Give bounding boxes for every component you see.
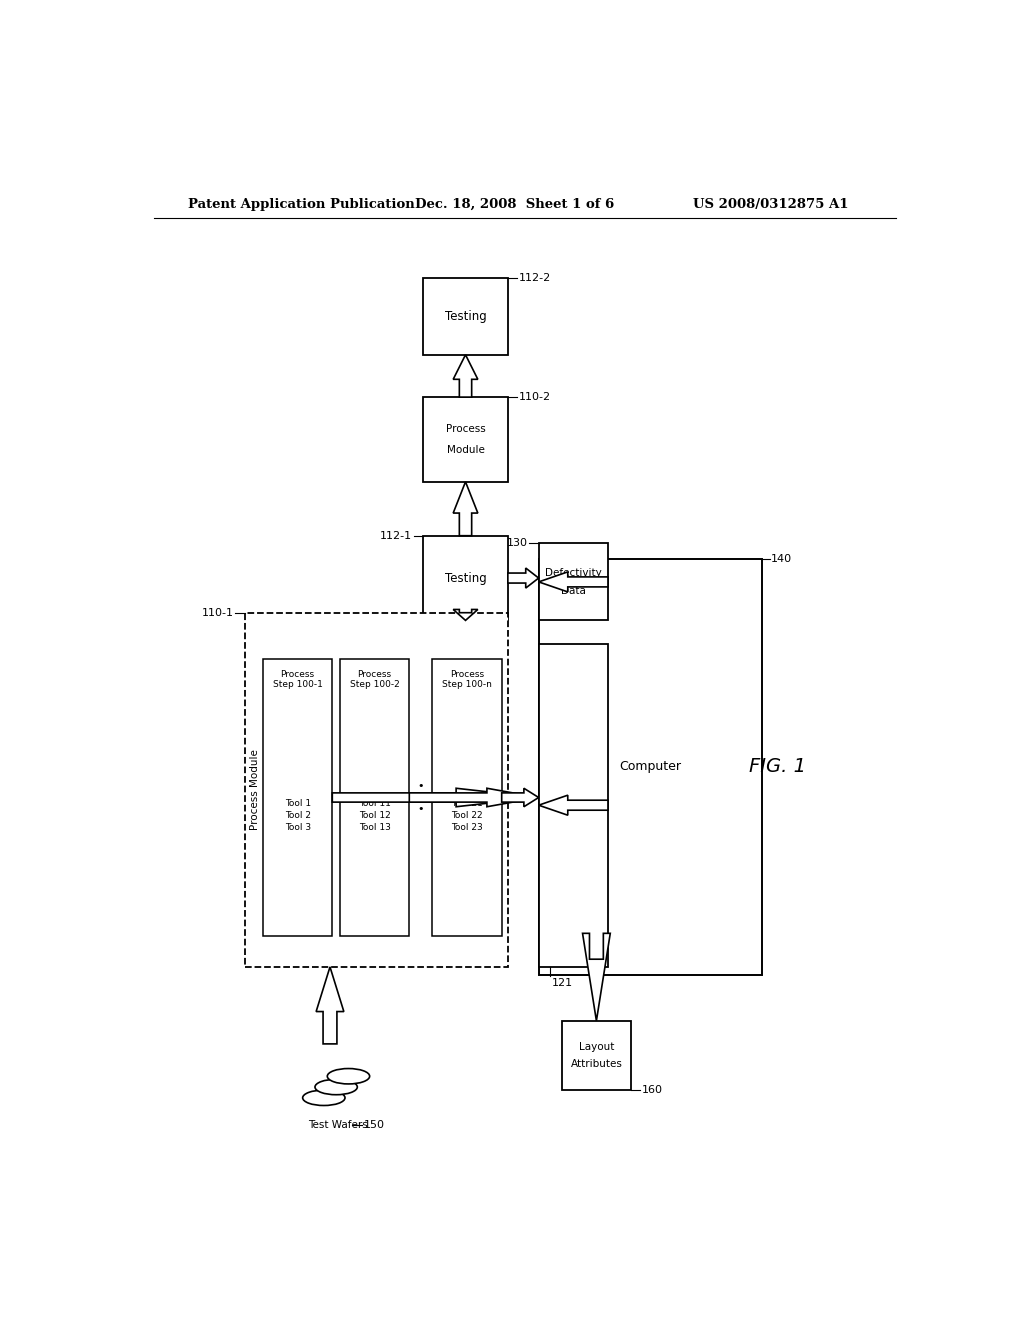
Text: PTD: PTD [561,799,586,812]
Text: Attributes: Attributes [570,1059,623,1069]
Text: Tool 2: Tool 2 [285,810,310,820]
FancyBboxPatch shape [245,612,508,966]
Text: Step 100-2: Step 100-2 [350,680,399,689]
Text: Patent Application Publication: Patent Application Publication [188,198,415,211]
Polygon shape [410,788,539,807]
Text: Process: Process [357,669,392,678]
Text: US 2008/0312875 A1: US 2008/0312875 A1 [692,198,848,211]
Text: 140: 140 [771,554,793,564]
Text: •
•
•: • • • [418,781,424,814]
Text: Testing: Testing [444,572,486,585]
Text: 110-1: 110-1 [202,607,233,618]
Polygon shape [454,610,478,620]
Text: Tool 23: Tool 23 [452,824,483,832]
FancyBboxPatch shape [263,659,333,936]
Polygon shape [333,788,539,807]
FancyBboxPatch shape [539,544,608,620]
Polygon shape [583,933,610,1020]
FancyBboxPatch shape [562,1020,631,1090]
Ellipse shape [315,1080,357,1094]
Text: Computer: Computer [620,760,681,774]
Text: Test Wafers: Test Wafers [308,1119,368,1130]
Polygon shape [454,355,478,397]
Text: FIG. 1: FIG. 1 [749,758,806,776]
Text: Tool 11: Tool 11 [358,799,390,808]
Text: 121: 121 [552,978,572,987]
Text: Tool 22: Tool 22 [452,810,483,820]
Text: 130: 130 [507,539,528,548]
Text: 110-2: 110-2 [518,392,551,403]
Text: Data: Data [561,586,586,597]
Polygon shape [502,788,539,807]
FancyBboxPatch shape [432,659,502,936]
Text: 112-1: 112-1 [380,531,413,541]
Polygon shape [539,572,608,591]
Text: Tool 13: Tool 13 [358,824,390,832]
Polygon shape [316,966,344,1044]
Text: Testing: Testing [444,310,486,323]
Text: 160: 160 [642,1085,663,1096]
Text: Process Module: Process Module [250,750,260,830]
Text: Step 100-n: Step 100-n [442,680,492,689]
Polygon shape [454,482,478,536]
Text: Module: Module [446,445,484,454]
Text: Dec. 18, 2008  Sheet 1 of 6: Dec. 18, 2008 Sheet 1 of 6 [416,198,614,211]
Text: 150: 150 [364,1119,385,1130]
Text: 112-2: 112-2 [518,273,551,282]
Polygon shape [508,568,539,589]
Text: Tool 3: Tool 3 [285,824,310,832]
Text: Process: Process [281,669,314,678]
Text: Tool 21: Tool 21 [452,799,483,808]
Ellipse shape [328,1069,370,1084]
FancyBboxPatch shape [423,277,508,355]
Text: Tool 1: Tool 1 [285,799,310,808]
Ellipse shape [303,1090,345,1106]
Text: Process: Process [445,424,485,434]
Text: Layout: Layout [579,1041,614,1052]
Text: Process: Process [450,669,484,678]
FancyBboxPatch shape [423,397,508,482]
FancyBboxPatch shape [340,659,410,936]
Text: Defectivity: Defectivity [545,568,602,578]
FancyBboxPatch shape [423,536,508,620]
Text: Step 100-1: Step 100-1 [272,680,323,689]
Polygon shape [539,795,608,816]
FancyBboxPatch shape [539,644,608,966]
FancyBboxPatch shape [539,558,762,974]
Text: Tool 12: Tool 12 [358,810,390,820]
